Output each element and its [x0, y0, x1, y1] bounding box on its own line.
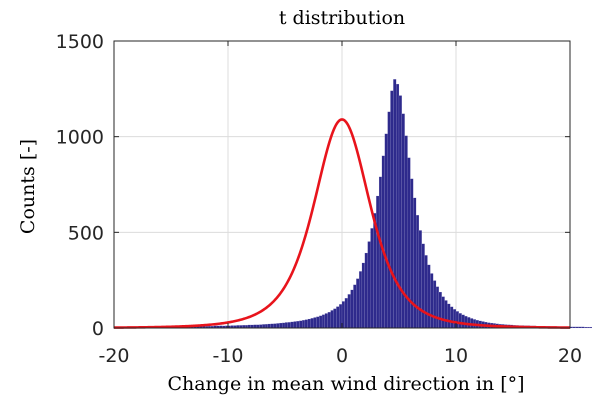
- histogram-bar: [273, 323, 277, 329]
- fit-curve: [113, 118, 571, 329]
- histogram-bar: [270, 323, 274, 329]
- histogram-bar: [450, 306, 454, 329]
- histogram-bar: [310, 318, 314, 329]
- histogram-bar: [316, 316, 320, 329]
- histogram-bar: [364, 252, 368, 329]
- histogram-bar: [444, 300, 448, 329]
- histogram-bar: [378, 176, 382, 329]
- x-tick-label: -20: [98, 345, 129, 367]
- chart-title: t distribution: [279, 7, 405, 29]
- histogram-bar: [441, 296, 445, 329]
- histogram-bar: [279, 322, 283, 329]
- histogram-bar: [398, 95, 402, 329]
- histogram-bar: [336, 306, 340, 329]
- histogram-bar: [344, 298, 348, 329]
- histogram-bar: [438, 291, 442, 329]
- histogram-bar: [287, 322, 291, 329]
- histogram-bar: [267, 323, 271, 329]
- x-tick-label: 20: [558, 345, 582, 367]
- histogram-bar: [461, 314, 465, 329]
- histogram-bar: [393, 79, 397, 329]
- y-tick-label: 500: [68, 222, 104, 244]
- x-axis-label: Change in mean wind direction in [°]: [167, 373, 524, 395]
- histogram-bar: [262, 324, 266, 329]
- histogram-bar: [427, 264, 431, 329]
- histogram-bar: [430, 273, 434, 329]
- histogram-bar: [284, 322, 288, 329]
- histogram-bar: [396, 83, 400, 329]
- histogram-bar: [367, 241, 371, 329]
- histogram-bars: [113, 79, 592, 329]
- histogram-bar: [359, 271, 363, 329]
- histogram-bar: [319, 315, 323, 329]
- histogram-bar: [327, 312, 331, 329]
- histogram-bar: [418, 230, 422, 329]
- histogram-bar: [435, 286, 439, 329]
- histogram-bar: [356, 278, 360, 329]
- y-tick-label: 1500: [56, 31, 104, 53]
- histogram-bar: [370, 228, 374, 329]
- histogram-bar: [384, 133, 388, 329]
- histogram-bar: [381, 155, 385, 329]
- histogram-bar: [324, 313, 328, 329]
- histogram-bar: [304, 319, 308, 329]
- histogram-bar: [296, 321, 300, 329]
- histogram-bar: [433, 280, 437, 329]
- histogram-bar: [575, 326, 579, 329]
- axis-ticks: -20 -10 0 10 20 0 500 1000 1500: [56, 31, 582, 367]
- histogram-bar: [410, 178, 414, 329]
- histogram-bar: [293, 321, 297, 329]
- histogram-bar: [299, 320, 303, 329]
- histogram-bar: [333, 308, 337, 329]
- histogram-bar: [464, 316, 468, 329]
- histogram-bar: [413, 197, 417, 329]
- histogram-bar: [467, 317, 471, 329]
- histogram-bar: [581, 326, 585, 329]
- histogram-bar: [587, 326, 591, 329]
- histogram-bar: [321, 314, 325, 329]
- histogram-bar: [330, 310, 334, 329]
- y-tick-label: 1000: [56, 127, 104, 149]
- histogram-bar: [347, 294, 351, 329]
- histogram-bar: [290, 321, 294, 329]
- y-axis-label: Counts [-]: [17, 139, 39, 234]
- histogram-bar: [390, 90, 394, 329]
- histogram-bar: [421, 243, 425, 329]
- histogram-bar: [424, 255, 428, 329]
- histogram-bar: [376, 195, 380, 329]
- histogram-bar: [572, 326, 576, 329]
- histogram-bar: [578, 326, 582, 329]
- histogram-bar: [302, 320, 306, 329]
- histogram-bar: [307, 318, 311, 329]
- x-tick-label: -10: [212, 345, 243, 367]
- histogram-bar: [276, 323, 280, 329]
- histogram-bar: [353, 284, 357, 329]
- histogram-bar: [416, 215, 420, 329]
- grid-lines: [114, 41, 570, 328]
- histogram-bar: [259, 324, 263, 329]
- histogram-bar: [264, 324, 268, 329]
- x-tick-label: 0: [336, 345, 348, 367]
- x-tick-label: 10: [444, 345, 468, 367]
- histogram-bar: [458, 313, 462, 329]
- histogram-bar: [361, 262, 365, 329]
- histogram-bar: [350, 289, 354, 329]
- histogram-bar: [282, 322, 286, 329]
- y-tick-label: 0: [92, 318, 104, 340]
- histogram-bar: [447, 303, 451, 329]
- histogram-bar: [584, 326, 588, 329]
- histogram-bar: [589, 326, 592, 329]
- histogram-bar: [313, 317, 317, 329]
- histogram-bar: [387, 111, 391, 329]
